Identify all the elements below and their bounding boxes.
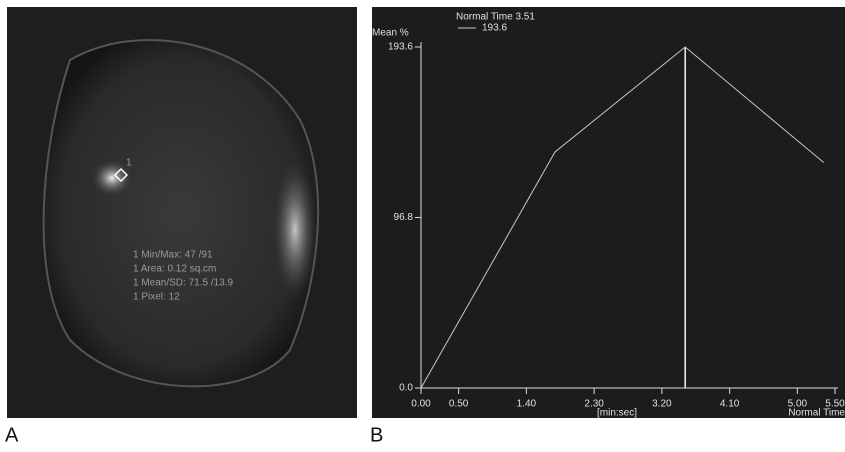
roi-marker xyxy=(113,167,129,183)
x-tick-label: 5.00 xyxy=(788,399,808,410)
annotation: 1 Area: 0.12 sq.cm xyxy=(133,264,216,275)
annotation: 1 Min/Max: 47 /91 xyxy=(133,250,213,261)
x-axis-end-label: Normal Time xyxy=(788,408,845,419)
y-axis-label: Mean % xyxy=(372,28,409,39)
chart-title: Normal Time 3.51 xyxy=(456,12,535,23)
y-tick-label: 0.0 xyxy=(399,383,413,394)
panel-label: A xyxy=(5,424,19,446)
chart-background xyxy=(372,7,845,418)
mri-panel: 1 1 Min/Max: 47 /91 1 Area: 0.12 sq.cm 1… xyxy=(7,7,357,418)
enhancement xyxy=(273,160,317,300)
legend-label: 193.6 xyxy=(482,23,507,34)
x-tick-label: 1.40 xyxy=(517,399,537,410)
roi-label: 1 xyxy=(126,158,132,169)
x-tick-label: 3.20 xyxy=(652,399,672,410)
x-tick-label: 0.50 xyxy=(449,399,469,410)
x-axis-label: [min:sec] xyxy=(597,408,637,419)
x-tick-label: 2.30 xyxy=(584,399,604,410)
x-tick-label: 5.50 xyxy=(825,399,845,410)
y-tick-label: 96.8 xyxy=(394,212,414,223)
y-tick-label: 193.6 xyxy=(388,42,413,53)
panel-label: B xyxy=(370,424,383,446)
x-tick-label: 0.00 xyxy=(411,399,431,410)
annotation: 1 Pixel: 12 xyxy=(133,292,180,303)
data-line xyxy=(420,46,825,389)
tissue xyxy=(42,39,320,388)
x-tick-label: 4.10 xyxy=(720,399,740,410)
annotation: 1 Mean/SD: 71.5 /13.9 xyxy=(133,278,234,289)
